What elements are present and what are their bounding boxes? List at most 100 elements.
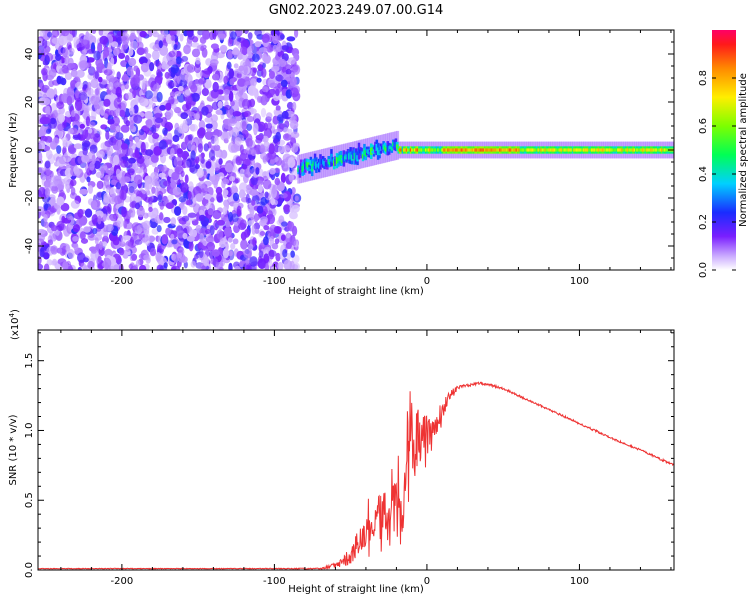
- heatmap-cell: [91, 30, 97, 34]
- heatmap-cell: [245, 258, 250, 265]
- heatmap-cell: [174, 91, 182, 97]
- heatmap-cell: [485, 148, 488, 152]
- heatmap-cell: [198, 248, 204, 259]
- heatmap-cell: [199, 214, 206, 222]
- heatmap-cell: [466, 148, 469, 152]
- heatmap-cell: [92, 199, 101, 211]
- heatmap-cell: [405, 148, 409, 152]
- heatmap-cell: [56, 101, 65, 110]
- heatmap-cell: [249, 98, 256, 108]
- heatmap-cell: [151, 186, 156, 194]
- heatmap-cell: [614, 148, 617, 152]
- heatmap-cell: [578, 148, 582, 152]
- heatmap-cell: [76, 69, 85, 78]
- heatmap-cell: [320, 159, 324, 165]
- heatmap-cell: [452, 148, 455, 152]
- heatmap-cell: [176, 30, 181, 38]
- heatmap-cell: [103, 98, 111, 107]
- heatmap-cell: [87, 128, 93, 134]
- x-tick-label: 100: [570, 576, 589, 587]
- heatmap-cell: [408, 148, 411, 152]
- heatmap-cell: [264, 262, 269, 270]
- heatmap-cell: [533, 148, 536, 152]
- heatmap-cell: [243, 248, 252, 259]
- heatmap-cell: [233, 224, 240, 234]
- heatmap-cell: [294, 30, 299, 38]
- heatmap-cell: [261, 218, 268, 225]
- heatmap-cell: [212, 73, 220, 81]
- heatmap-cell: [118, 263, 124, 270]
- heatmap-cell: [116, 71, 121, 80]
- heatmap-cell: [261, 135, 269, 143]
- heatmap-cell: [610, 148, 613, 152]
- heatmap-cell: [173, 254, 180, 263]
- heatmap-cell: [191, 48, 201, 58]
- heatmap-cell: [266, 92, 272, 99]
- heatmap-cell: [98, 76, 103, 83]
- heatmap-cell: [292, 64, 301, 75]
- heatmap-cell: [250, 175, 258, 186]
- heatmap-cell: [271, 266, 277, 270]
- heatmap-cell: [255, 167, 260, 175]
- heatmap-cell: [115, 182, 121, 190]
- snr-background: [38, 330, 674, 570]
- heatmap-cell: [261, 67, 267, 78]
- heatmap-cell: [241, 121, 247, 131]
- heatmap-cell: [241, 53, 248, 62]
- heatmap-cell: [66, 34, 72, 44]
- heatmap-cell: [56, 220, 65, 232]
- heatmap-cell: [374, 145, 377, 151]
- heatmap-cell: [409, 148, 413, 152]
- heatmap-cell: [82, 147, 88, 156]
- heatmap-cell: [228, 211, 233, 222]
- heatmap-cell: [239, 261, 244, 268]
- heatmap-cell: [431, 148, 435, 152]
- heatmap-cell: [365, 149, 369, 153]
- heatmap-cell: [109, 110, 115, 117]
- heatmap-cell: [144, 196, 151, 203]
- heatmap-cell: [260, 94, 268, 106]
- heatmap-cell: [190, 260, 196, 268]
- heatmap-cell: [133, 114, 143, 124]
- heatmap-cell: [64, 55, 70, 65]
- heatmap-cell: [422, 148, 425, 152]
- heatmap-cell: [349, 151, 352, 160]
- heatmap-cell: [131, 200, 137, 209]
- heatmap-cell: [375, 144, 378, 151]
- heatmap-cell: [275, 252, 281, 262]
- heatmap-cell: [93, 100, 98, 109]
- heatmap-cell: [104, 140, 114, 148]
- heatmap-cell: [56, 204, 61, 215]
- heatmap-cell: [133, 264, 138, 270]
- heatmap-cell: [407, 148, 410, 152]
- heatmap-cell: [382, 144, 385, 150]
- heatmap-cell: [120, 143, 129, 150]
- heatmap-cell: [204, 117, 213, 123]
- heatmap-cell: [404, 148, 407, 152]
- heatmap-cell: [144, 179, 153, 190]
- heatmap-cell: [213, 144, 221, 151]
- heatmap-cell: [170, 147, 175, 158]
- heatmap-cell: [629, 148, 632, 152]
- heatmap-cell: [151, 124, 157, 134]
- heatmap-cell: [125, 92, 134, 100]
- heatmap-cell: [398, 148, 402, 152]
- heatmap-cell: [281, 45, 290, 51]
- heatmap-cell: [210, 258, 219, 265]
- heatmap-cell: [196, 167, 204, 178]
- heatmap-cell: [274, 238, 280, 245]
- heatmap-cell: [475, 148, 479, 152]
- heatmap-cell: [371, 147, 374, 151]
- y-tick-label: -20: [24, 190, 35, 206]
- heatmap-cell: [286, 232, 291, 239]
- heatmap-cell: [666, 148, 669, 152]
- heatmap-cell: [111, 41, 119, 48]
- heatmap-cell: [133, 174, 143, 185]
- heatmap-cell: [70, 69, 78, 78]
- heatmap-cell: [493, 148, 497, 152]
- heatmap-cell: [197, 30, 204, 36]
- heatmap-cell: [230, 31, 237, 40]
- heatmap-cell: [294, 195, 299, 201]
- heatmap-cell: [252, 122, 259, 134]
- heatmap-cell: [269, 235, 275, 247]
